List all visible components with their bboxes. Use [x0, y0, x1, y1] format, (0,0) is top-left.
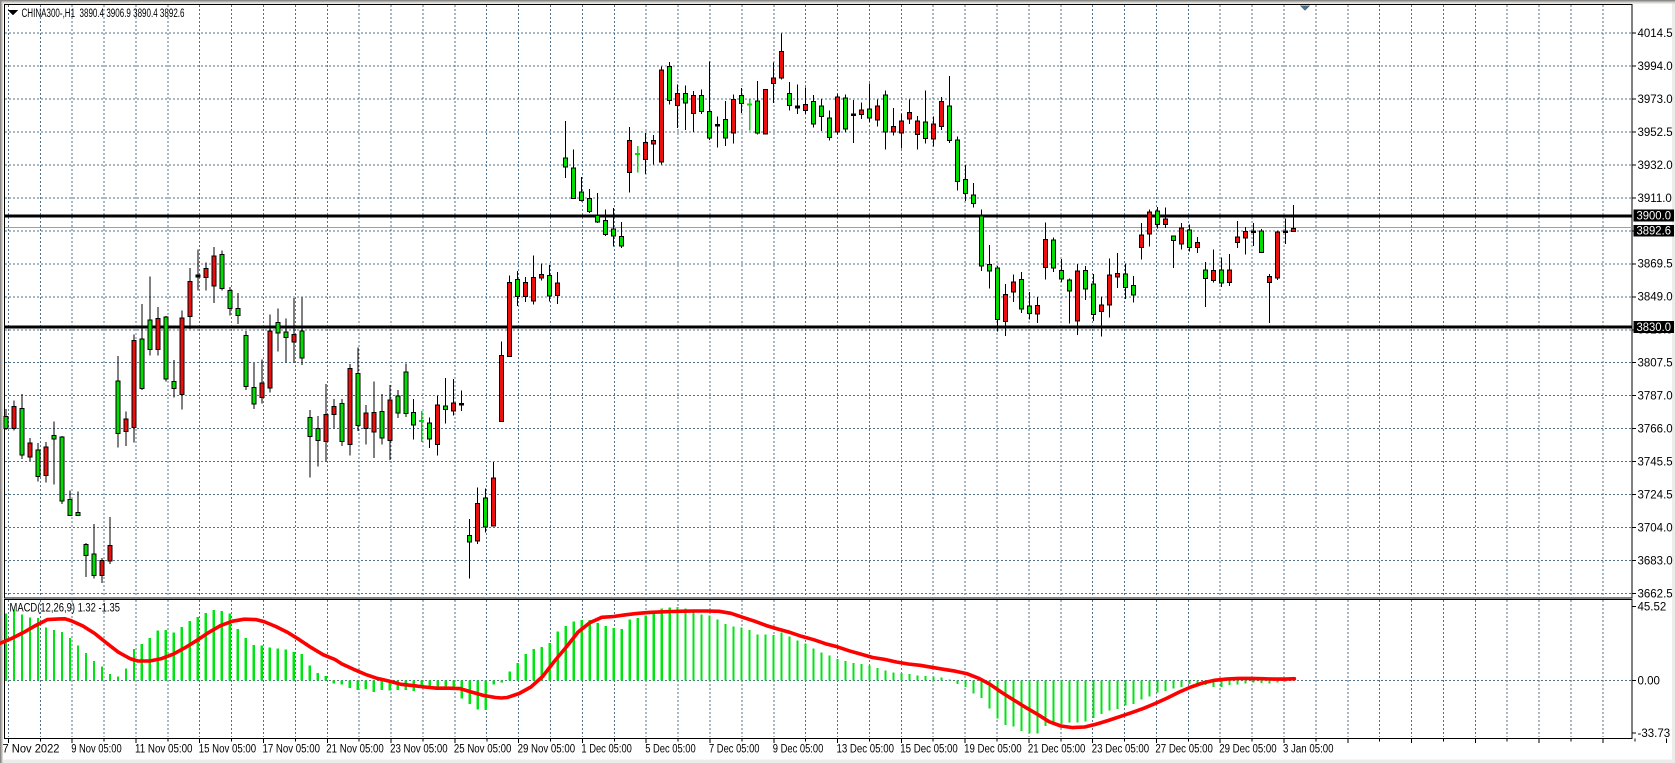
svg-text:3787.0: 3787.0: [1638, 391, 1673, 403]
svg-text:23 Nov 05:00: 23 Nov 05:00: [390, 744, 448, 756]
svg-text:17 Nov 05:00: 17 Nov 05:00: [263, 744, 321, 756]
svg-text:15 Nov 05:00: 15 Nov 05:00: [199, 744, 257, 756]
svg-text:21 Nov 05:00: 21 Nov 05:00: [326, 744, 384, 756]
svg-text:0.00: 0.00: [1638, 676, 1660, 688]
svg-text:3704.0: 3704.0: [1638, 522, 1673, 534]
svg-text:23 Dec 05:00: 23 Dec 05:00: [1092, 744, 1150, 756]
svg-text:7 Dec 05:00: 7 Dec 05:00: [709, 744, 760, 756]
svg-text:3932.0: 3932.0: [1638, 160, 1673, 172]
svg-text:3830.0: 3830.0: [1637, 322, 1672, 334]
svg-text:3683.0: 3683.0: [1638, 555, 1673, 567]
svg-text:3 Jan 05:00: 3 Jan 05:00: [1283, 744, 1334, 756]
svg-text:3900.0: 3900.0: [1637, 211, 1672, 223]
svg-text:9 Dec 05:00: 9 Dec 05:00: [773, 744, 824, 756]
svg-text:27 Dec 05:00: 27 Dec 05:00: [1155, 744, 1213, 756]
svg-text:3662.5: 3662.5: [1638, 588, 1673, 600]
svg-text:MACD(12,26,9) 1.32 -1.35: MACD(12,26,9) 1.32 -1.35: [10, 603, 121, 615]
svg-text:45.52: 45.52: [1638, 602, 1667, 614]
svg-text:11 Nov 05:00: 11 Nov 05:00: [135, 744, 193, 756]
svg-text:13 Dec 05:00: 13 Dec 05:00: [837, 744, 895, 756]
svg-text:29 Dec 05:00: 29 Dec 05:00: [1219, 744, 1277, 756]
svg-text:1 Dec 05:00: 1 Dec 05:00: [581, 744, 632, 756]
svg-text:CHINA300-,H1 3890.4 3906.9 38: CHINA300-,H1 3890.4 3906.9 3890.4 3892.6: [22, 8, 185, 20]
svg-text:25 Nov 05:00: 25 Nov 05:00: [454, 744, 512, 756]
svg-text:9 Nov 05:00: 9 Nov 05:00: [71, 744, 122, 756]
svg-text:3766.0: 3766.0: [1638, 424, 1673, 436]
svg-text:3807.5: 3807.5: [1638, 358, 1673, 370]
svg-text:3849.0: 3849.0: [1638, 292, 1673, 304]
svg-text:3994.0: 3994.0: [1638, 61, 1673, 73]
svg-text:3869.5: 3869.5: [1638, 259, 1673, 271]
svg-text:3892.6: 3892.6: [1637, 226, 1672, 238]
svg-text:15 Dec 05:00: 15 Dec 05:00: [900, 744, 958, 756]
svg-text:21 Dec 05:00: 21 Dec 05:00: [1028, 744, 1086, 756]
svg-text:3745.5: 3745.5: [1638, 457, 1673, 469]
svg-text:3724.5: 3724.5: [1638, 490, 1673, 502]
svg-text:-33.73: -33.73: [1638, 728, 1671, 740]
svg-text:3973.0: 3973.0: [1638, 94, 1673, 106]
svg-text:19 Dec 05:00: 19 Dec 05:00: [964, 744, 1022, 756]
svg-text:3911.0: 3911.0: [1638, 193, 1672, 205]
svg-text:3952.5: 3952.5: [1638, 127, 1673, 139]
svg-text:29 Nov 05:00: 29 Nov 05:00: [518, 744, 576, 756]
svg-text:7 Nov 2022: 7 Nov 2022: [3, 744, 60, 756]
svg-text:5 Dec 05:00: 5 Dec 05:00: [645, 744, 696, 756]
svg-text:4014.5: 4014.5: [1638, 28, 1673, 40]
